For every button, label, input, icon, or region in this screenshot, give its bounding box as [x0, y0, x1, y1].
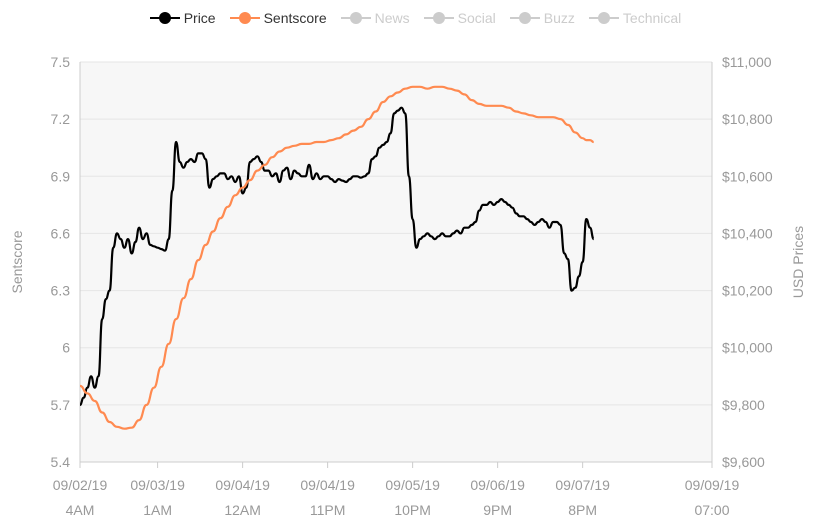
legend-item-price[interactable]: Price	[149, 10, 216, 26]
legend-item-technical[interactable]: Technical	[588, 10, 682, 26]
legend-label: Price	[183, 10, 216, 26]
y-right-tick-label: $10,200	[722, 283, 773, 299]
y-left-tick-label: 5.7	[51, 397, 71, 413]
y-right-tick-label: $9,600	[722, 454, 765, 470]
x-tick-label-date: 09/09/19	[685, 477, 740, 493]
x-tick-label-time: 10PM	[394, 502, 431, 518]
x-tick-label-date: 09/02/19	[53, 477, 108, 493]
legend-label: Technical	[622, 10, 682, 26]
legend-marker-icon	[340, 11, 371, 25]
x-tick-label-date: 09/04/19	[300, 477, 355, 493]
x-tick-label-time: 8PM	[568, 502, 597, 518]
x-tick-label-date: 09/05/19	[385, 477, 440, 493]
y-left-axis-label: Sentscore	[9, 230, 25, 293]
legend-label: Buzz	[543, 10, 575, 26]
axes	[79, 62, 713, 468]
x-tick-label-date: 09/04/19	[215, 477, 270, 493]
y-right-tick-label: $10,400	[722, 225, 773, 241]
legend-item-news[interactable]: News	[340, 10, 410, 26]
series-line-price[interactable]	[79, 106, 595, 406]
legend-label: Sentscore	[263, 10, 327, 26]
legend-item-social[interactable]: Social	[423, 10, 496, 26]
grid	[80, 61, 712, 463]
x-tick-label-time: 12AM	[224, 502, 261, 518]
y-right-tick-label: $10,600	[722, 168, 773, 184]
series-layer	[79, 85, 595, 430]
legend-item-sentscore[interactable]: Sentscore	[229, 10, 327, 26]
y-right-tick-label: $11,000	[722, 54, 772, 70]
y-left-tick-label: 5.4	[51, 454, 71, 470]
legend-marker-icon	[588, 11, 619, 25]
plot-area	[80, 62, 712, 462]
legend-marker-icon	[423, 11, 454, 25]
x-tick-label-date: 09/07/19	[555, 477, 610, 493]
legend-marker-icon	[229, 11, 260, 25]
y-right-tick-label: $10,000	[722, 340, 773, 356]
y-left-tick-label: 6.3	[51, 283, 71, 299]
x-tick-label-time: 1AM	[143, 502, 172, 518]
legend-marker-icon	[149, 11, 180, 25]
y-left-tick-label: 6.6	[51, 225, 71, 241]
legend: Price Sentscore News Social Buzz Technical	[0, 8, 831, 28]
legend-label: News	[374, 10, 410, 26]
series-line-sentscore[interactable]	[79, 85, 594, 430]
y-left-tick-label: 6.9	[51, 168, 71, 184]
x-tick-label-time: 9PM	[483, 502, 512, 518]
y-right-axis-label: USD Prices	[790, 226, 806, 298]
y-left-tick-label: 6	[62, 340, 70, 356]
x-tick-label-time: 11PM	[310, 502, 346, 518]
y-left-tick-label: 7.5	[51, 54, 71, 70]
x-tick-label-time: 4AM	[66, 502, 95, 518]
legend-marker-icon	[509, 11, 540, 25]
legend-item-buzz[interactable]: Buzz	[509, 10, 575, 26]
legend-label: Social	[457, 10, 496, 26]
y-right-tick-label: $9,800	[722, 397, 765, 413]
tick-labels: 7.5 $11,000 7.2 $10,800 6.9 $10,600 6.6 $10,400…	[51, 54, 773, 518]
x-tick-label-date: 09/03/19	[130, 477, 185, 493]
x-tick-label-time: 07:00	[694, 502, 729, 518]
x-tick-label-date: 09/06/19	[470, 477, 525, 493]
y-right-tick-label: $10,800	[722, 111, 773, 127]
y-left-tick-label: 7.2	[51, 111, 71, 127]
